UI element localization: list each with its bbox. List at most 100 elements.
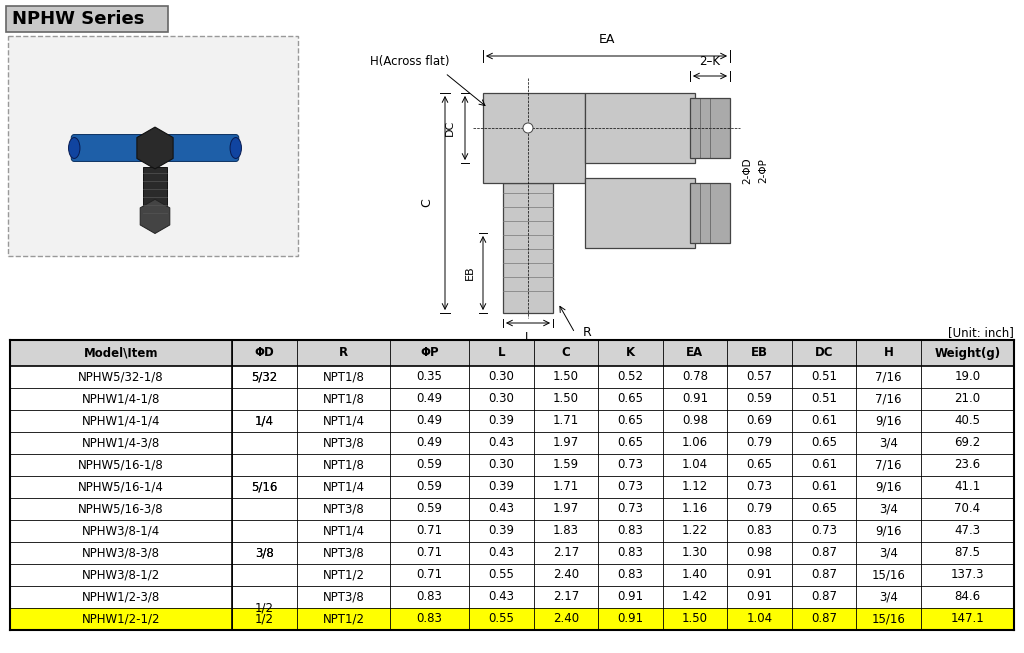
Bar <box>10 586 1014 608</box>
Text: 0.73: 0.73 <box>617 481 643 494</box>
Text: NPT3/8: NPT3/8 <box>323 436 365 449</box>
Text: 87.5: 87.5 <box>954 547 980 560</box>
Bar <box>483 93 585 183</box>
Text: 0.49: 0.49 <box>417 436 442 449</box>
Text: 0.83: 0.83 <box>746 524 772 537</box>
Bar <box>10 542 1014 564</box>
Bar <box>585 178 695 248</box>
Text: 3/8: 3/8 <box>255 547 274 560</box>
Bar <box>6 6 168 32</box>
Circle shape <box>523 123 534 133</box>
Text: 0.73: 0.73 <box>617 503 643 515</box>
Ellipse shape <box>230 138 242 159</box>
Text: 0.73: 0.73 <box>617 458 643 471</box>
Text: 147.1: 147.1 <box>950 613 984 626</box>
Text: NPHW Series: NPHW Series <box>12 10 144 28</box>
Text: 1.71: 1.71 <box>553 415 579 428</box>
Text: 0.83: 0.83 <box>417 590 442 603</box>
Text: 0.49: 0.49 <box>417 392 442 406</box>
Text: 0.91: 0.91 <box>617 613 643 626</box>
Text: 7/16: 7/16 <box>876 370 902 383</box>
Text: 0.51: 0.51 <box>811 392 837 406</box>
Bar <box>10 410 1014 432</box>
Bar <box>10 498 1014 520</box>
Bar <box>10 340 1014 366</box>
Text: 0.52: 0.52 <box>617 370 643 383</box>
Text: NPT1/2: NPT1/2 <box>323 569 365 582</box>
Text: 0.71: 0.71 <box>417 569 442 582</box>
Text: 7/16: 7/16 <box>876 458 902 471</box>
Text: Model\Item: Model\Item <box>84 347 159 360</box>
Text: 0.91: 0.91 <box>746 590 772 603</box>
Text: 0.51: 0.51 <box>811 370 837 383</box>
Text: H(Across flat): H(Across flat) <box>371 55 450 68</box>
Bar <box>232 520 297 586</box>
Text: 15/16: 15/16 <box>871 569 905 582</box>
Text: 0.35: 0.35 <box>417 370 442 383</box>
Bar <box>690 183 730 243</box>
Text: 3/4: 3/4 <box>879 503 898 515</box>
Text: L: L <box>498 347 505 360</box>
Text: 0.65: 0.65 <box>811 503 837 515</box>
Bar <box>10 564 1014 586</box>
Text: 15/16: 15/16 <box>871 613 905 626</box>
Text: 41.1: 41.1 <box>954 481 981 494</box>
Text: 0.98: 0.98 <box>746 547 772 560</box>
Text: 0.39: 0.39 <box>488 481 514 494</box>
Text: 2.17: 2.17 <box>553 590 579 603</box>
Bar <box>10 608 1014 630</box>
Text: 19.0: 19.0 <box>954 370 980 383</box>
Text: 137.3: 137.3 <box>950 569 984 582</box>
Text: NPHW5/16-1/4: NPHW5/16-1/4 <box>78 481 164 494</box>
Text: K: K <box>626 347 635 360</box>
Text: 1/4: 1/4 <box>255 415 274 428</box>
Text: 0.65: 0.65 <box>746 458 772 471</box>
Text: 0.65: 0.65 <box>617 392 643 406</box>
Text: 1.97: 1.97 <box>553 436 579 449</box>
Text: 0.59: 0.59 <box>417 481 442 494</box>
Text: 7/16: 7/16 <box>876 392 902 406</box>
Text: NPHW5/16-1/8: NPHW5/16-1/8 <box>78 458 164 471</box>
Bar <box>10 476 1014 498</box>
Bar <box>10 432 1014 454</box>
FancyBboxPatch shape <box>72 135 148 161</box>
Text: 3/4: 3/4 <box>879 547 898 560</box>
Text: 1.42: 1.42 <box>682 590 708 603</box>
Text: NPT3/8: NPT3/8 <box>323 547 365 560</box>
Text: 0.30: 0.30 <box>488 370 514 383</box>
Text: 9/16: 9/16 <box>876 524 902 537</box>
Text: 0.39: 0.39 <box>488 524 514 537</box>
Text: ΦP: ΦP <box>420 347 439 360</box>
Text: NPHW3/8-1/4: NPHW3/8-1/4 <box>82 524 161 537</box>
Text: NPHW5/32-1/8: NPHW5/32-1/8 <box>79 370 164 383</box>
Text: 0.43: 0.43 <box>488 436 514 449</box>
Text: 1.22: 1.22 <box>682 524 708 537</box>
Text: NPT1/2: NPT1/2 <box>323 613 365 626</box>
Text: 5/16: 5/16 <box>252 481 278 494</box>
Text: 0.83: 0.83 <box>417 613 442 626</box>
Text: 0.55: 0.55 <box>488 569 514 582</box>
Text: NPT1/4: NPT1/4 <box>323 415 365 428</box>
Text: 0.65: 0.65 <box>617 436 643 449</box>
Text: 2-ΦP: 2-ΦP <box>758 158 768 183</box>
Text: 1.04: 1.04 <box>682 458 708 471</box>
Text: 0.59: 0.59 <box>417 503 442 515</box>
Text: 0.87: 0.87 <box>811 590 837 603</box>
Text: NPHW3/8-1/2: NPHW3/8-1/2 <box>82 569 161 582</box>
Text: 1.83: 1.83 <box>553 524 579 537</box>
Text: NPHW1/2-3/8: NPHW1/2-3/8 <box>82 590 161 603</box>
Text: 40.5: 40.5 <box>954 415 980 428</box>
Text: 47.3: 47.3 <box>954 524 980 537</box>
Text: 23.6: 23.6 <box>954 458 980 471</box>
Text: NPT1/4: NPT1/4 <box>323 524 365 537</box>
Text: R: R <box>339 347 348 360</box>
Bar <box>10 454 1014 476</box>
Text: 0.59: 0.59 <box>417 458 442 471</box>
Text: NPT3/8: NPT3/8 <box>323 590 365 603</box>
Text: C: C <box>420 199 433 208</box>
Ellipse shape <box>69 138 80 159</box>
Text: 0.91: 0.91 <box>746 569 772 582</box>
Text: 0.79: 0.79 <box>746 503 772 515</box>
Text: 1.40: 1.40 <box>682 569 708 582</box>
Text: 2-ΦD: 2-ΦD <box>742 157 752 183</box>
